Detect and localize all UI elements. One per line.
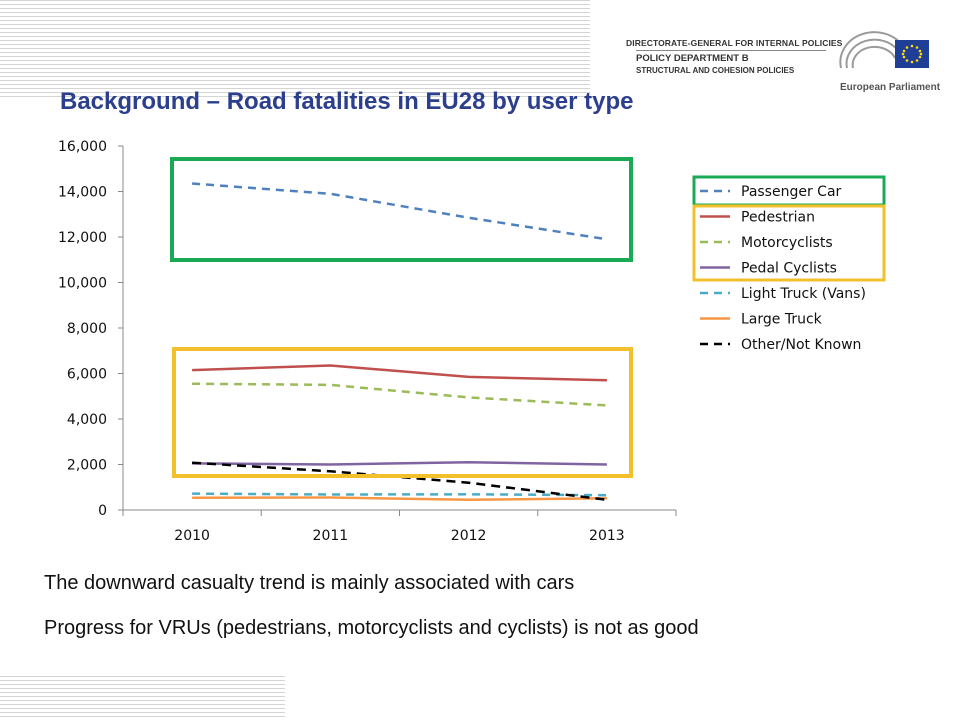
series-line-light-truck-vans (192, 492, 607, 497)
legend-label: Light Truck (Vans) (741, 286, 866, 302)
european-parliament-label: European Parliament (840, 82, 941, 93)
y-tick-label: 4,000 (67, 412, 107, 428)
eu-stars-icon (901, 44, 923, 64)
chart-legend: Passenger Car Pedestrian Motorcyclists Peda… (692, 175, 886, 353)
y-tick-label: 10,000 (58, 276, 107, 292)
legend-highlight-vrus (692, 204, 886, 282)
series-line-large-truck (192, 496, 607, 502)
eu-flag-icon (895, 40, 929, 68)
y-tick-label: 12,000 (58, 230, 107, 246)
department-line-3: STRUCTURAL AND COHESION POLICIES (636, 66, 795, 75)
x-tick-label: 2011 (313, 528, 349, 544)
series-line-pedestrian (192, 364, 607, 382)
slide-title: Background – Road fatalities in EU28 by … (60, 88, 634, 115)
legend-label: Pedal Cyclists (741, 261, 837, 277)
y-tick-label: 8,000 (67, 321, 107, 337)
hemicycle-icon (839, 31, 904, 69)
y-tick-label: 14,000 (58, 185, 107, 201)
highlight-box-vrus (172, 347, 633, 478)
y-tick-label: 0 (98, 503, 107, 519)
x-tick-label: 2010 (174, 528, 210, 544)
decorative-stripes-bottom (0, 676, 285, 720)
series-line-passenger-car (192, 182, 608, 241)
series-line-other-not-known (192, 461, 608, 502)
decorative-stripes-top (0, 0, 590, 100)
y-tick-label: 2,000 (67, 458, 107, 474)
chart-axes: 0 2,000 4,000 6,000 8,000 10,000 12,000 14,000 1… (58, 139, 677, 544)
x-tick-label: 2013 (589, 528, 625, 544)
highlight-box-cars (170, 157, 633, 262)
series-line-motorcyclists (192, 382, 607, 407)
legend-label: Motorcyclists (741, 235, 833, 251)
header-rule (636, 50, 826, 51)
y-tick-label: 16,000 (58, 139, 107, 155)
legend-label: Pedestrian (741, 210, 815, 226)
legend-label: Large Truck (741, 312, 823, 328)
chart-highlights (170, 157, 633, 478)
department-line-1: DIRECTORATE-GENERAL FOR INTERNAL POLICIE… (626, 38, 843, 48)
legend-label: Passenger Car (741, 184, 842, 200)
x-tick-label: 2012 (451, 528, 487, 544)
legend-label: Other/Not Known (741, 337, 861, 353)
chart-series (192, 182, 608, 502)
department-line-2: POLICY DEPARTMENT B (636, 53, 749, 64)
y-tick-label: 6,000 (67, 367, 107, 383)
bullet-vru-progress: Progress for VRUs (pedestrians, motorcyc… (44, 617, 699, 639)
european-parliament-logo (839, 31, 929, 69)
bullet-car-trend: The downward casualty trend is mainly as… (44, 572, 575, 594)
series-line-pedal-cyclists (192, 460, 607, 466)
